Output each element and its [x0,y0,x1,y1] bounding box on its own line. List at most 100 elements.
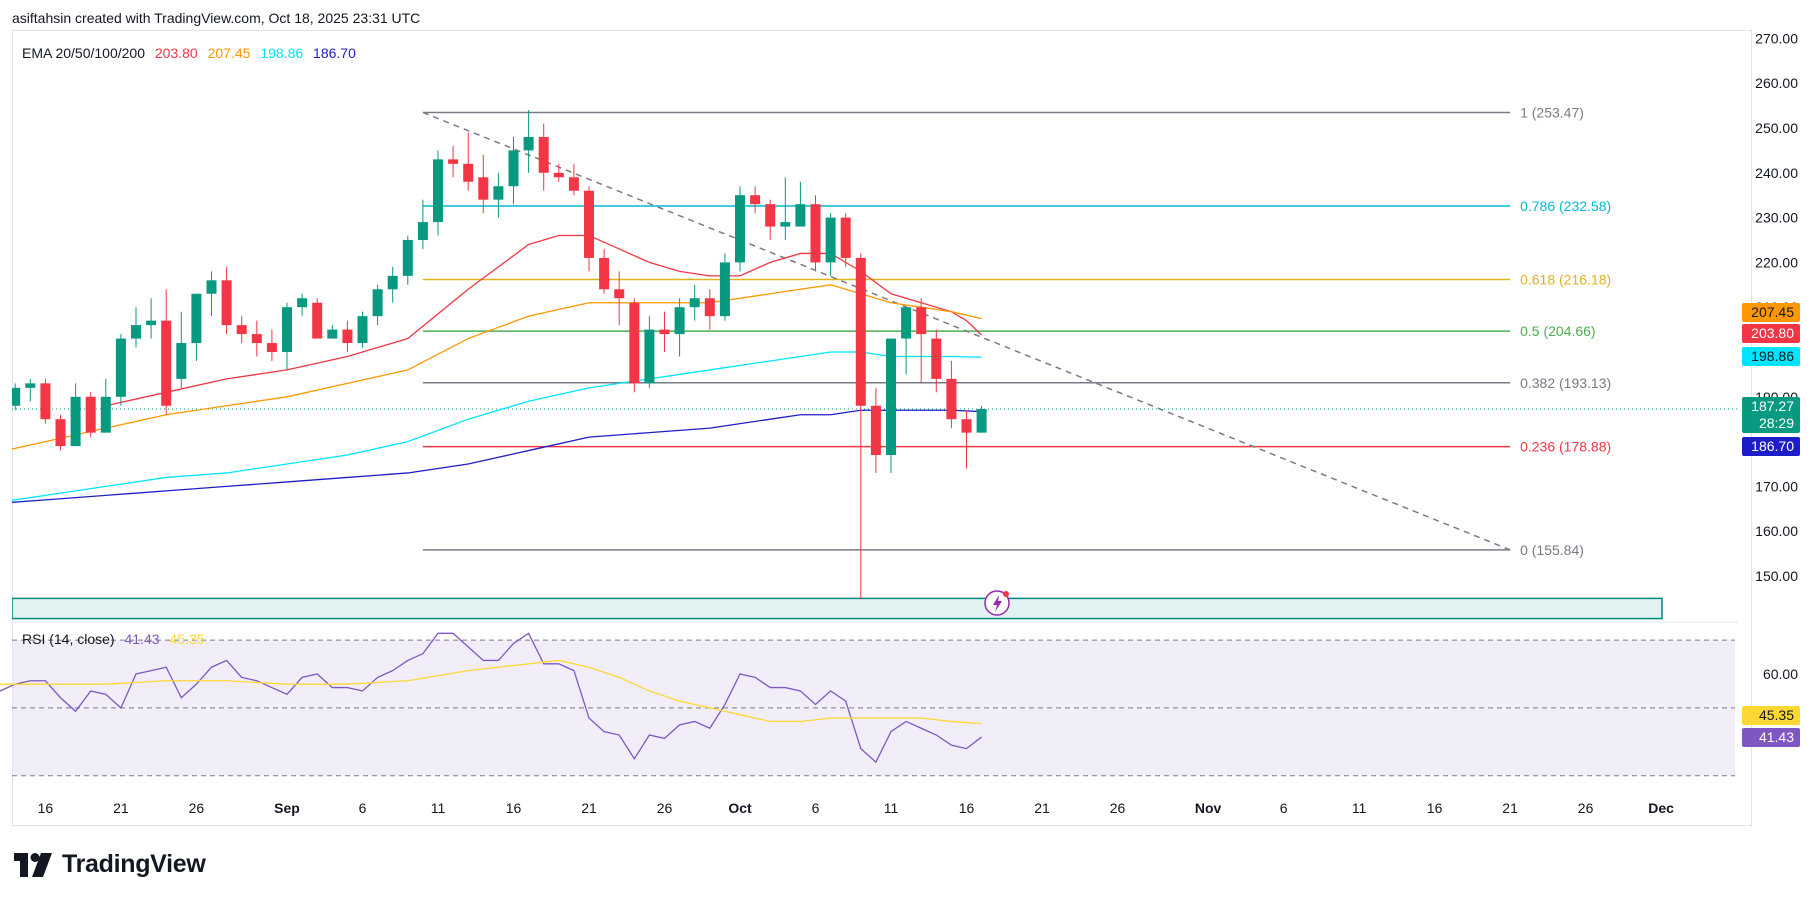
fib-level-label: 0.786 (232.58) [1520,198,1611,214]
time-tick-label: Sep [274,800,300,816]
candle-body [976,409,987,433]
time-tick-label: 11 [431,800,446,816]
candle-body [508,150,519,187]
rsi-tag-text: 41.43 [1759,729,1794,745]
candle-body [870,405,881,456]
fib-level-label: 0.618 (216.18) [1520,272,1611,288]
candle-body [161,320,172,406]
rsi-axis-tag: 41.43 [1742,728,1800,747]
candle-body [297,298,308,308]
candle-body [946,378,957,420]
candle-body [719,262,730,317]
fib-level-label: 0.236 (178.88) [1520,439,1611,455]
time-tick-label: 26 [1578,800,1594,816]
chart-credit: asiftahsin created with TradingView.com,… [12,10,421,26]
candle-body [523,136,534,151]
rsi-legend[interactable]: RSI (14, close) 41.43 45.35 [22,631,210,647]
trendline [422,111,1511,551]
time-tick-label: 6 [359,800,367,816]
candle-body [25,383,36,388]
candle-body [780,222,791,227]
time-tick-label: 16 [1427,800,1443,816]
ema-legend[interactable]: EMA 20/50/100/200 203.80 207.45 198.86 1… [22,45,362,61]
price-tag-text: 187.27 [1751,398,1794,414]
candle-body [131,325,141,339]
candle-body [372,289,383,317]
candle-body [795,204,806,227]
time-tick-label: 6 [1280,800,1288,816]
time-tick-label: 21 [581,800,597,816]
candle-body [584,190,594,258]
candle-body [568,177,579,191]
candle-body [463,163,474,182]
candle-body [704,298,715,317]
rsi-value: 41.43 [124,631,160,647]
candle-body [176,343,187,379]
candle-body [538,136,549,173]
time-tick-label: 6 [812,800,820,816]
price-tick-label: 230.00 [1755,210,1798,226]
candle-body [433,159,443,223]
candle-body [206,280,217,294]
rsi-ma-value: 45.35 [169,631,205,647]
candle-body [840,217,851,258]
fib-level-label: 0 (155.84) [1520,542,1584,558]
candle-body [674,307,685,335]
candle-body [448,159,459,164]
price-axis-tag: 198.86 [1742,347,1800,366]
ema-legend-label: EMA 20/50/100/200 [22,45,145,61]
candle-body [417,222,428,240]
candle-body [12,387,21,406]
candle-body [735,195,745,263]
rsi-band [12,640,1735,776]
time-tick-label: 11 [884,800,899,816]
candle-body [402,240,413,276]
rsi-tag-text: 45.35 [1759,707,1794,723]
candle-body [493,186,504,200]
price-tick-label: 250.00 [1755,120,1798,136]
time-tick-label: 21 [113,800,129,816]
time-tick-label: Dec [1648,800,1674,816]
candle-body [961,419,972,433]
ema-line [12,409,982,503]
fib-level-label: 0.5 (204.66) [1520,323,1596,339]
fib-level-label: 0.382 (193.13) [1520,375,1611,391]
candle-body [644,329,655,384]
fib-level-label: 1 (253.47) [1520,104,1584,120]
ema50-value: 207.45 [207,45,251,61]
time-tick-label: 16 [38,800,54,816]
candle-body [40,383,51,420]
ema20-value: 203.80 [154,45,198,61]
candle-body [886,338,896,456]
tradingview-logo[interactable]: TradingView [14,850,206,879]
rsi-axis-tag: 45.35 [1742,706,1800,725]
time-tick-label: 16 [506,800,522,816]
candle-body [901,307,912,339]
time-tick-label: 26 [189,800,205,816]
candle-body [629,302,640,384]
rsi-tick-label: 60.00 [1763,666,1798,682]
time-tick-label: Nov [1195,800,1222,816]
price-axis-tag: 207.45 [1742,303,1800,322]
price-tick-label: 220.00 [1755,254,1798,270]
rsi-legend-label: RSI (14, close) [22,631,115,647]
price-tick-label: 240.00 [1755,165,1798,181]
candle-body [916,307,927,335]
price-tick-label: 160.00 [1755,523,1798,539]
candle-body [221,280,232,326]
alert-icon[interactable] [984,590,1010,616]
brand-name: TradingView [62,850,206,878]
candle-body [599,257,610,290]
rsi-series-line [0,632,982,764]
candle-body [70,396,81,447]
time-tick-label: 26 [657,800,673,816]
countdown-text: 28:29 [1759,415,1794,431]
price-pane [12,110,1738,620]
price-tick-label: 260.00 [1755,75,1798,91]
ema-line [12,351,982,501]
candle-body [191,293,202,344]
price-tick-label: 270.00 [1755,30,1798,46]
candle-body [146,320,157,326]
